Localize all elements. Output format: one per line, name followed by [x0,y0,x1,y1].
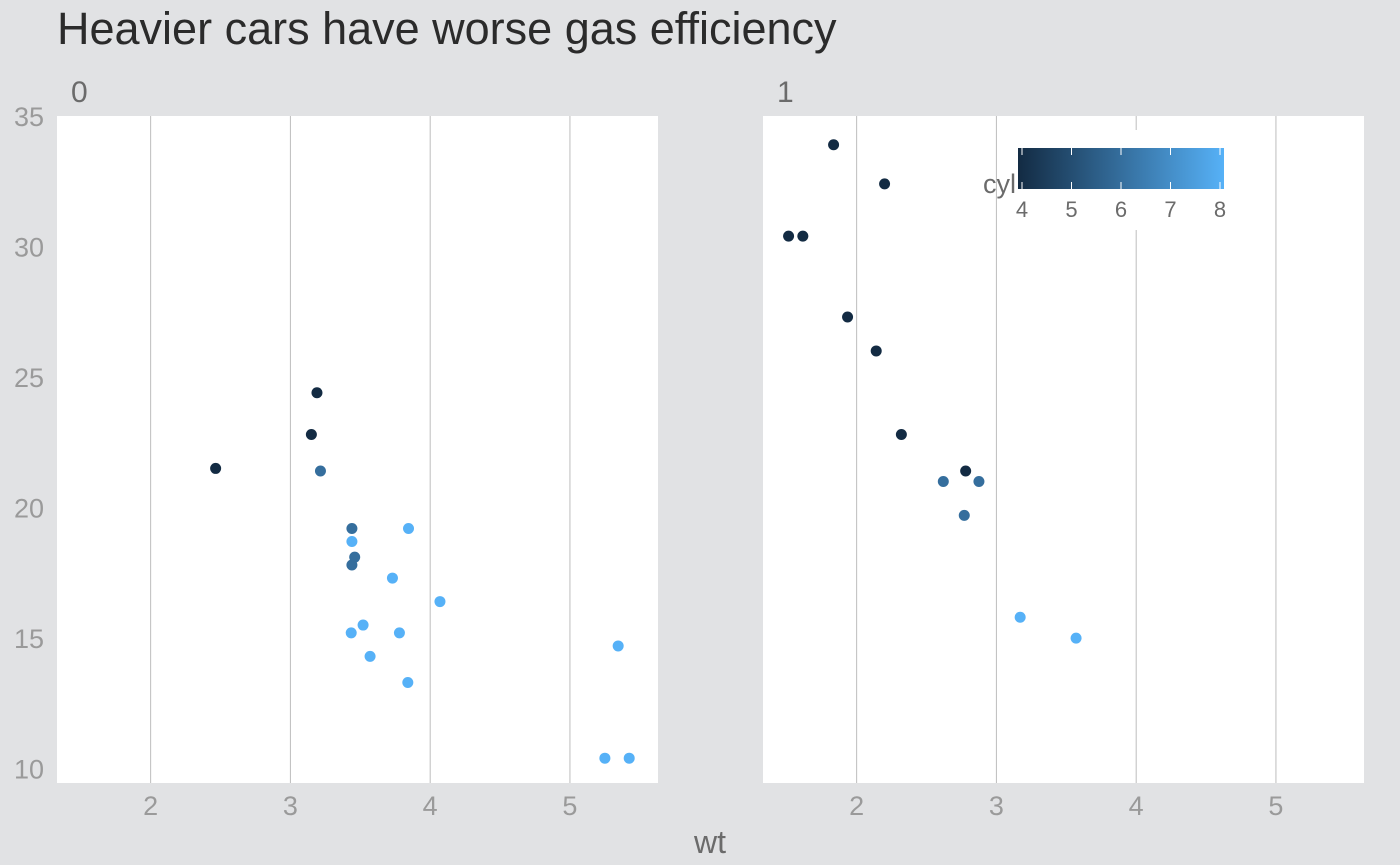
scatter-point [623,752,635,764]
scatter-point [958,509,970,521]
facet-strip-label: 0 [71,76,88,109]
scatter-point [797,230,809,242]
legend-tick-label: 4 [1016,197,1028,222]
legend-tick-label: 8 [1214,197,1226,222]
scatter-point [879,178,891,190]
scatter-point [305,428,317,440]
scatter-point [1014,611,1026,623]
x-tick-label: 3 [283,791,298,821]
scatter-point [842,311,854,323]
chart-title: Heavier cars have worse gas efficiency [57,3,837,54]
y-tick-label: 15 [14,624,44,654]
scatter-point [311,387,323,399]
scatter-point [346,522,358,534]
x-tick-label: 4 [423,791,438,821]
legend-tick-label: 7 [1164,197,1176,222]
scatter-point [346,536,358,548]
x-tick-label: 2 [849,791,864,821]
x-tick-label: 2 [143,791,158,821]
scatter-point [434,596,446,608]
scatter-point [402,676,414,688]
scatter-point [364,650,376,662]
scatter-point [314,465,326,477]
y-tick-label: 25 [14,363,44,393]
scatter-point [386,572,398,584]
scatter-point [349,551,361,563]
scatter-point [895,428,907,440]
x-axis-label: wt [693,824,726,860]
legend-tick-label: 5 [1065,197,1077,222]
legend-title: cyl [983,169,1016,199]
x-tick-label: 3 [989,791,1004,821]
x-tick-label: 5 [1268,791,1283,821]
facet-panel-0: 0 2 3 4 5 10 15 20 25 30 35 [14,76,658,821]
scatter-point [973,475,985,487]
scatter-point [403,522,415,534]
scatter-point [870,345,882,357]
scatter-point [357,619,369,631]
scatter-point [210,462,222,474]
legend-tick-label: 6 [1115,197,1127,222]
y-tick-label: 10 [14,755,44,785]
x-tick-label: 4 [1129,791,1144,821]
panel-background [57,116,658,783]
scatter-point [599,752,611,764]
x-tick-label: 5 [562,791,577,821]
y-tick-label: 20 [14,494,44,524]
scatter-point [783,230,795,242]
scatter-point [345,627,357,639]
scatter-point [393,627,405,639]
facet-strip-label: 1 [777,76,794,109]
scatter-point [828,139,840,151]
scatter-point [960,465,972,477]
scatter-point [937,475,949,487]
y-tick-label: 30 [14,233,44,263]
scatter-point [1070,632,1082,644]
scatter-point [612,640,624,652]
y-tick-label: 35 [14,102,44,132]
